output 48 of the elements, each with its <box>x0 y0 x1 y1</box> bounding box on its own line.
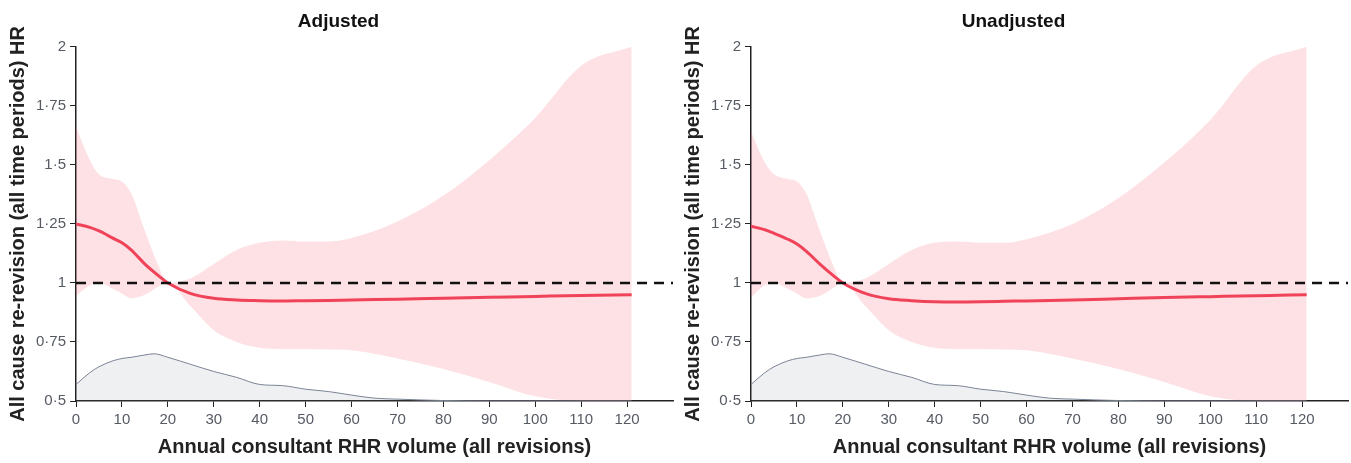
x-tick-label: 30 <box>205 410 223 428</box>
x-tick-label: 90 <box>1155 410 1173 428</box>
y-tick-label: 0·5 <box>44 391 67 409</box>
x-axis-title: Annual consultant RHR volume (all revisions) <box>157 434 592 457</box>
x-tick-label: 80 <box>1110 410 1127 428</box>
x-axis-title: Annual consultant RHR volume (all revisions) <box>832 434 1267 457</box>
chart-title: Adjusted <box>297 9 380 31</box>
y-axis-title: All cause re-revision (all time periods) HR <box>5 25 28 422</box>
line-series <box>76 222 634 303</box>
y-tick-label: 1·5 <box>44 155 67 173</box>
x-tick-label: 50 <box>297 410 314 428</box>
x-tick-label: 120 <box>1289 410 1315 428</box>
chart-title: Unadjusted <box>961 9 1066 31</box>
y-tick-label: 1·25 <box>35 214 67 232</box>
y-tick-label: 2 <box>732 36 742 54</box>
x-tick-label: 110 <box>569 410 594 428</box>
x-tick-label: 40 <box>926 410 944 428</box>
x-tick-label: 70 <box>389 410 406 428</box>
x-tick-label: 40 <box>251 410 269 428</box>
x-tick-label: 10 <box>113 410 131 428</box>
x-tick-label: 100 <box>522 410 548 428</box>
x-tick-label: 20 <box>834 410 852 428</box>
x-tick-label: 60 <box>1018 410 1035 428</box>
y-tick-label: 1 <box>57 273 67 291</box>
y-tick-label: 1·75 <box>35 95 67 113</box>
y-tick-label: 1·25 <box>710 214 742 232</box>
y-axis-title: All cause re-revision (all time periods) HR <box>680 25 703 422</box>
x-tick-label: 70 <box>1064 410 1081 428</box>
y-tick-label: 0·75 <box>35 332 67 350</box>
x-tick-label: 80 <box>435 410 452 428</box>
x-tick-label: 60 <box>343 410 360 428</box>
x-tick-label: 90 <box>480 410 498 428</box>
x-tick-label: 50 <box>972 410 989 428</box>
y-tick-label: 1·75 <box>710 95 742 113</box>
y-tick-label: 0·5 <box>719 391 742 409</box>
line-series <box>751 224 1309 304</box>
x-tick-label: 100 <box>1197 410 1223 428</box>
x-tick-label: 0 <box>71 410 81 428</box>
y-tick-label: 0·75 <box>710 332 742 350</box>
y-tick-label: 1 <box>732 273 742 291</box>
y-tick-label: 2 <box>57 36 67 54</box>
x-tick-label: 20 <box>159 410 177 428</box>
x-tick-label: 110 <box>1244 410 1269 428</box>
x-tick-label: 0 <box>746 410 756 428</box>
x-tick-label: 30 <box>880 410 898 428</box>
x-tick-label: 10 <box>788 410 806 428</box>
y-tick-label: 1·5 <box>719 155 742 173</box>
x-tick-label: 120 <box>614 410 640 428</box>
